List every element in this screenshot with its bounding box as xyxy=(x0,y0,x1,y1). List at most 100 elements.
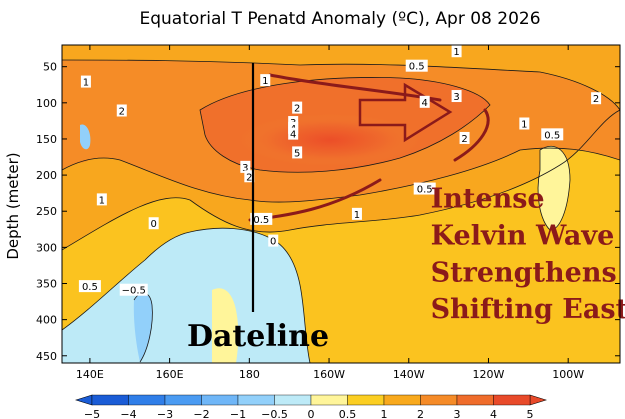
contour-label-bg xyxy=(116,104,127,117)
contour-label-bg xyxy=(260,74,271,87)
colorbar: −5 −4 −3 −2 −1 −0.5 0 0.5 1 2 3 4 5 xyxy=(74,394,548,419)
y-tick-label: 300 xyxy=(36,241,57,254)
contour-label: 4 xyxy=(290,130,296,141)
contour-label: 1 xyxy=(521,120,527,131)
contour-label-bg xyxy=(519,117,530,130)
colorbar-label: −4 xyxy=(120,408,136,419)
contour-label-bg xyxy=(419,95,430,108)
colorbar-swatch xyxy=(201,394,239,406)
arrow-big xyxy=(358,82,453,143)
contour-label-bg xyxy=(80,75,91,88)
colorbar-label: −2 xyxy=(193,408,209,419)
chart-title: Equatorial T Penatd Anomaly (ºC), Apr 08… xyxy=(139,9,540,29)
annotation-line: Shifting East xyxy=(431,294,625,325)
y-tick-label: 50 xyxy=(43,61,57,74)
colorbar-label: 0 xyxy=(308,408,315,419)
contour-label: 4 xyxy=(422,98,428,109)
x-tick-label: 140E xyxy=(76,368,104,381)
colorbar-swatch xyxy=(456,394,494,406)
contour-label-bg xyxy=(268,234,279,247)
contour-2 xyxy=(62,147,620,203)
x-tick-label: 180 xyxy=(239,368,260,381)
colorbar-swatch xyxy=(237,394,275,406)
colorbar-label: 0.5 xyxy=(339,408,357,419)
colorbar-right-arrow xyxy=(529,394,548,406)
contour-label: 1 xyxy=(83,78,89,89)
contour-label: 0.5 xyxy=(417,185,433,196)
contour-label: 2 xyxy=(593,94,599,105)
annotation-layer: Intense Kelvin Wave Strengthens Shifting Ea… xyxy=(431,184,625,326)
colorbar-label: −3 xyxy=(157,408,173,419)
field-yellow-pocket xyxy=(212,288,239,363)
contour-label-bg xyxy=(96,193,107,206)
x-tick-label: 140W xyxy=(393,368,425,381)
contour-3 xyxy=(199,77,491,173)
colorbar-swatch xyxy=(91,394,129,406)
contour-label: 1 xyxy=(354,210,360,221)
contour-label: 0 xyxy=(270,237,276,248)
contour-label-bg xyxy=(250,212,273,225)
y-tick-label: 450 xyxy=(36,350,57,363)
field-blue-pocket xyxy=(133,293,153,362)
contour-label: 3 xyxy=(453,92,459,103)
contour-label-bg xyxy=(119,283,148,296)
colorbar-swatch xyxy=(310,394,348,406)
contour-label-bg xyxy=(541,128,564,141)
contour-label: 2 xyxy=(119,106,125,117)
colorbar-label: 2 xyxy=(417,408,424,419)
contour-label-bg xyxy=(244,170,255,183)
contour-label-bg xyxy=(240,160,251,173)
contour-label-bg xyxy=(405,59,428,72)
field-left-spot xyxy=(80,124,91,150)
x-axis: 140E 160E 180 160W 140W 120W 100W xyxy=(76,45,584,381)
contour-label: 5 xyxy=(294,148,300,159)
contour-label: 0 xyxy=(150,219,156,230)
colorbar-label: 1 xyxy=(381,408,388,419)
colorbar-label: −5 xyxy=(84,408,100,419)
contour-east xyxy=(537,145,571,231)
contour-label: 0.5 xyxy=(82,282,98,293)
y-axis-label: Depth (meter) xyxy=(4,152,22,259)
annotation-line: Intense xyxy=(431,184,545,215)
colorbar-swatch xyxy=(383,394,421,406)
colorbar-swatch xyxy=(493,394,531,406)
field-cold-tongue xyxy=(62,228,310,363)
y-tick-label: 350 xyxy=(36,278,57,291)
contour-label: −0.5 xyxy=(122,286,146,297)
field-east-patch xyxy=(538,146,570,230)
plot-frame xyxy=(61,44,621,364)
contour-label: 0.5 xyxy=(409,62,425,73)
contour-label: 3 xyxy=(242,163,248,174)
y-tick-label: 400 xyxy=(36,314,57,327)
colorbar-left-arrow xyxy=(74,394,93,406)
annotation-line: Strengthens xyxy=(431,257,617,288)
contour-0 xyxy=(62,227,311,363)
contour-label-bg xyxy=(451,90,462,103)
contour-label-bg xyxy=(292,146,303,159)
contour-label: 2 xyxy=(246,172,252,183)
contour-label-bg xyxy=(148,217,159,230)
y-tick-label: 250 xyxy=(36,205,57,218)
contour-label: 0.5 xyxy=(544,130,560,141)
colorbar-swatch xyxy=(420,394,458,406)
contour-label: 1 xyxy=(99,195,105,206)
y-tick-label: 100 xyxy=(36,97,57,110)
contour-label: 0.5 xyxy=(253,215,269,226)
x-tick-label: 160E xyxy=(156,368,184,381)
field-core xyxy=(240,114,420,166)
arrow-lower-right xyxy=(453,108,490,162)
contour-label-bg xyxy=(292,101,303,114)
contour-label-bg xyxy=(413,182,436,195)
x-tick-label: 160W xyxy=(313,368,345,381)
y-tick-label: 200 xyxy=(36,169,57,182)
x-tick-label: 100W xyxy=(552,368,584,381)
contour-label: 1 xyxy=(262,76,268,87)
colorbar-swatch xyxy=(164,394,202,406)
contour-label: 2 xyxy=(294,104,300,115)
colorbar-swatch xyxy=(347,394,385,406)
contour-label-bg xyxy=(351,207,362,220)
